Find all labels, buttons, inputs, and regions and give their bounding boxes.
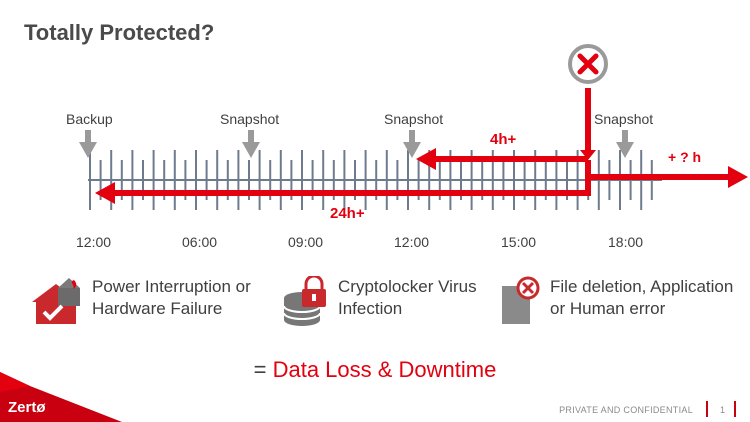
- marker-arrow-snapshot-1: [242, 130, 260, 158]
- marker-arrow-backup: [79, 130, 97, 158]
- deleted-file-icon: [502, 276, 540, 324]
- confidential-notice: PRIVATE AND CONFIDENTIAL: [559, 405, 693, 415]
- time-label-5: 15:00: [501, 234, 536, 250]
- marker-label-backup: Backup: [66, 111, 113, 127]
- time-label-1: 12:00: [76, 234, 111, 250]
- failure-x-icon: [568, 44, 608, 84]
- arrow-future: [728, 166, 748, 188]
- cause-human-error: File deletion, Application or Human erro…: [498, 276, 733, 326]
- house-fire-icon: [32, 278, 80, 324]
- locked-database-icon: [283, 276, 326, 326]
- arrow-4h-label: 4h+: [490, 131, 517, 148]
- time-label-6: 18:00: [608, 234, 643, 250]
- arrow-future-label: + ? h: [668, 149, 701, 165]
- page-divider-right: [734, 401, 736, 417]
- cause-cryptolocker: Cryptolocker Virus Infection: [282, 276, 477, 326]
- arrow-24h-label: 24h+: [330, 205, 365, 222]
- time-label-3: 09:00: [288, 234, 323, 250]
- footer: Zertø PRIVATE AND CONFIDENTIAL 1: [0, 372, 750, 422]
- failure-drop-arrowhead: [580, 150, 596, 160]
- result-prefix: =: [253, 357, 273, 382]
- result-statement: = Data Loss & Downtime: [0, 357, 750, 383]
- cause-label: File deletion, Application or Human erro…: [550, 277, 734, 318]
- result-highlight: Data Loss & Downtime: [272, 357, 497, 382]
- failure-drop-line: [585, 88, 591, 156]
- timeline-diagram: Backup Snapshot Snapshot Snapshot 4h+ 24…: [66, 44, 748, 250]
- cause-power-failure: Power Interruption or Hardware Failure: [28, 276, 251, 326]
- arrow-24h: [95, 182, 115, 204]
- marker-label-snapshot-1: Snapshot: [220, 111, 279, 127]
- cause-label: Power Interruption or Hardware Failure: [92, 277, 251, 318]
- marker-label-snapshot-3: Snapshot: [594, 111, 653, 127]
- slide-title: Totally Protected?: [24, 20, 215, 45]
- cause-label: Cryptolocker Virus Infection: [338, 277, 477, 318]
- marker-arrow-snapshot-2: [403, 130, 421, 158]
- arrow-4h: [416, 148, 436, 170]
- page-number: 1: [720, 405, 726, 415]
- brand-wedge: [0, 372, 122, 422]
- page-divider-left: [706, 401, 708, 417]
- brand-logo: Zertø: [8, 399, 46, 416]
- time-label-4: 12:00: [394, 234, 429, 250]
- marker-arrow-snapshot-3: [616, 130, 634, 158]
- time-label-2: 06:00: [182, 234, 217, 250]
- marker-label-snapshot-2: Snapshot: [384, 111, 443, 127]
